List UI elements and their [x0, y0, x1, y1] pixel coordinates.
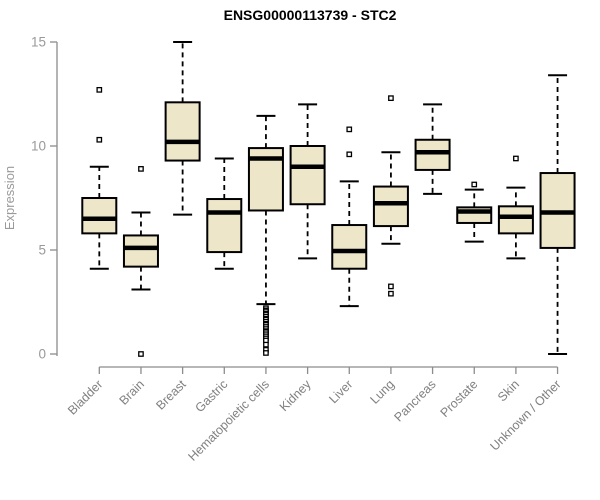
- iqr-box: [372, 185, 409, 228]
- x-category-label: Hematopoietic cells: [186, 377, 273, 464]
- outlier-point: [96, 136, 103, 143]
- x-category-label: Lung: [367, 377, 397, 407]
- boxplot-kidney: [289, 103, 326, 260]
- x-category-label: Gastric: [193, 377, 231, 415]
- outlier-point: [138, 351, 144, 357]
- outlier-point: [388, 95, 394, 102]
- outlier-point: [388, 283, 394, 290]
- boxplot-bladder: [81, 86, 118, 270]
- outlier-point: [96, 86, 103, 93]
- outlier-point: [513, 155, 519, 162]
- x-category-label: Breast: [153, 377, 189, 413]
- y-tick-label: 10: [31, 139, 46, 154]
- outlier-point: [138, 166, 144, 172]
- x-category-label: Pancreas: [391, 377, 438, 424]
- y-axis: 0 5 10 15 Expression: [2, 35, 58, 362]
- iqr-box: [497, 205, 534, 235]
- boxplot-breast: [164, 41, 201, 216]
- x-category-label: Bladder: [65, 377, 105, 417]
- outlier-point: [388, 290, 394, 297]
- y-tick-label: 5: [38, 243, 46, 258]
- boxplot-pancreas: [414, 103, 451, 195]
- x-category-label: Skin: [495, 377, 522, 404]
- x-category-label: Prostate: [438, 377, 481, 420]
- boxplot-lung: [372, 95, 409, 297]
- y-tick-label: 15: [31, 35, 46, 50]
- iqr-box: [164, 101, 201, 162]
- boxplot-skin: [497, 155, 534, 260]
- outlier-point: [346, 151, 353, 158]
- y-tick-label: 0: [38, 347, 46, 362]
- chart-title: ENSG00000113739 - STC2: [223, 7, 397, 23]
- outlier-point: [263, 350, 269, 356]
- boxplot-brain: [122, 166, 159, 357]
- boxplot-gastric: [206, 157, 243, 270]
- boxplot-hematopoietic-cells: [247, 114, 284, 356]
- y-axis-title: Expression: [2, 166, 17, 230]
- iqr-box: [289, 145, 326, 206]
- iqr-box: [414, 138, 451, 171]
- outlier-point: [471, 181, 478, 188]
- boxplot-liver: [331, 126, 368, 308]
- iqr-box: [122, 234, 159, 268]
- outlier-point: [263, 341, 269, 348]
- x-category-label: Kidney: [277, 377, 314, 414]
- boxplot-prostate: [456, 181, 493, 243]
- boxplot-unknown-other: [539, 74, 576, 355]
- outlier-point: [346, 126, 353, 133]
- iqr-box: [81, 197, 118, 235]
- iqr-box: [206, 198, 243, 254]
- x-category-label: Unknown / Other: [487, 377, 563, 453]
- x-category-label: Liver: [326, 377, 355, 406]
- x-category-label: Brain: [117, 377, 148, 408]
- iqr-box: [331, 224, 368, 270]
